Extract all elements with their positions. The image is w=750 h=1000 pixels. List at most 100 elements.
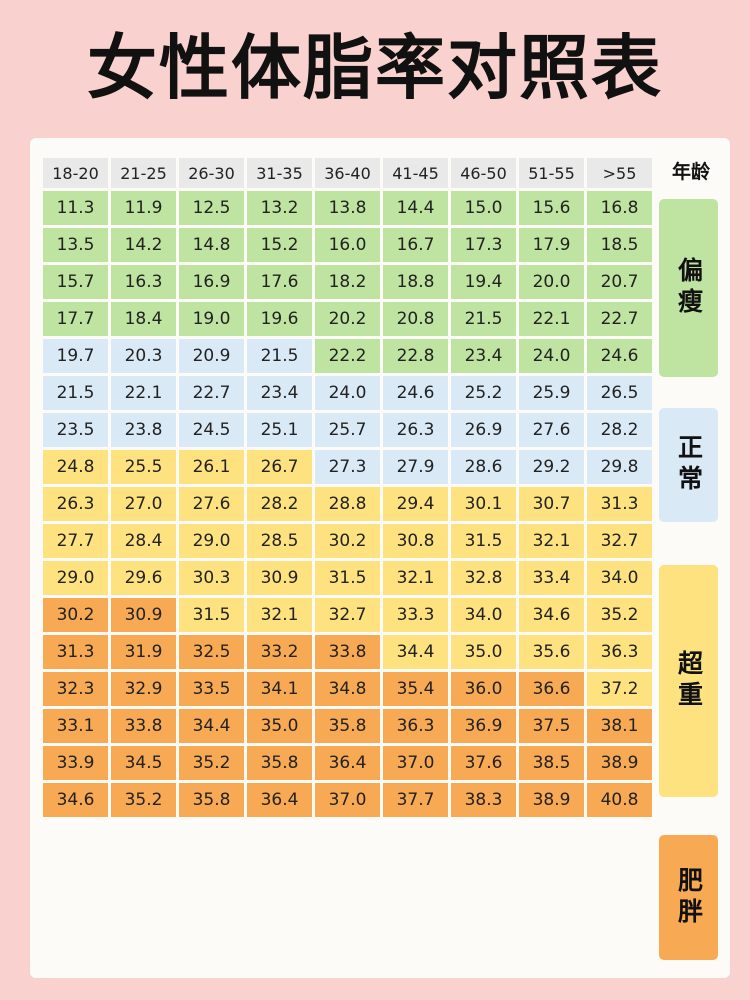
- body-fat-cell: 21.5: [451, 302, 516, 336]
- body-fat-cell: 37.2: [587, 672, 652, 706]
- body-fat-cell: 16.3: [111, 265, 176, 299]
- body-fat-cell: 18.8: [383, 265, 448, 299]
- body-fat-cell: 20.9: [179, 339, 244, 373]
- age-group-header: 31-35: [247, 158, 312, 188]
- age-group-header: 21-25: [111, 158, 176, 188]
- body-fat-cell: 25.5: [111, 450, 176, 484]
- body-fat-cell: 35.8: [179, 783, 244, 817]
- body-fat-cell: 30.8: [383, 524, 448, 558]
- body-fat-cell: 38.3: [451, 783, 516, 817]
- body-fat-cell: 33.5: [179, 672, 244, 706]
- body-fat-cell: 23.5: [43, 413, 108, 447]
- body-fat-cell: 34.5: [111, 746, 176, 780]
- body-fat-cell: 22.7: [587, 302, 652, 336]
- body-fat-cell: 33.8: [315, 635, 380, 669]
- body-fat-cell: 29.4: [383, 487, 448, 521]
- body-fat-cell: 27.0: [111, 487, 176, 521]
- body-fat-cell: 18.4: [111, 302, 176, 336]
- body-fat-cell: 33.1: [43, 709, 108, 743]
- body-fat-cell: 35.2: [179, 746, 244, 780]
- body-fat-cell: 35.6: [519, 635, 584, 669]
- body-fat-cell: 16.0: [315, 228, 380, 262]
- table-row: 11.3 11.9 12.5 13.2 13.8 14.4 15.0 15.6 16.8: [43, 191, 652, 225]
- body-fat-cell: 26.3: [383, 413, 448, 447]
- body-fat-cell: 37.5: [519, 709, 584, 743]
- body-fat-cell: 34.6: [519, 598, 584, 632]
- body-fat-cell: 33.9: [43, 746, 108, 780]
- body-fat-cell: 27.6: [179, 487, 244, 521]
- body-fat-cell: 25.7: [315, 413, 380, 447]
- body-fat-cell: 34.4: [383, 635, 448, 669]
- body-fat-cell: 28.6: [451, 450, 516, 484]
- body-fat-cell: 16.9: [179, 265, 244, 299]
- body-fat-cell: 36.3: [587, 635, 652, 669]
- body-fat-cell: 15.6: [519, 191, 584, 225]
- body-fat-cell: 25.1: [247, 413, 312, 447]
- table-row: 23.5 23.8 24.5 25.1 25.7 26.3 26.9 27.6 28.2: [43, 413, 652, 447]
- body-fat-cell: 36.3: [383, 709, 448, 743]
- body-fat-cell: 34.6: [43, 783, 108, 817]
- body-fat-cell: 34.1: [247, 672, 312, 706]
- body-fat-cell: 26.9: [451, 413, 516, 447]
- body-fat-cell: 23.4: [451, 339, 516, 373]
- body-fat-cell: 11.9: [111, 191, 176, 225]
- table-row: 24.8 25.5 26.1 26.7 27.3 27.9 28.6 29.2 29.8: [43, 450, 652, 484]
- age-group-header: 46-50: [451, 158, 516, 188]
- body-fat-cell: 31.5: [451, 524, 516, 558]
- body-fat-cell: 37.0: [383, 746, 448, 780]
- body-fat-cell: 28.5: [247, 524, 312, 558]
- body-fat-cell: 32.1: [519, 524, 584, 558]
- body-fat-cell: 27.6: [519, 413, 584, 447]
- category-obese: 肥胖: [659, 835, 718, 960]
- category-thin: 偏瘦: [659, 199, 718, 377]
- body-fat-cell: 37.7: [383, 783, 448, 817]
- body-fat-cell: 15.7: [43, 265, 108, 299]
- table-row: 33.1 33.8 34.4 35.0 35.8 36.3 36.9 37.5 38.1: [43, 709, 652, 743]
- body-fat-cell: 28.4: [111, 524, 176, 558]
- table-row: 30.2 30.9 31.5 32.1 32.7 33.3 34.0 34.6 35.2: [43, 598, 652, 632]
- body-fat-cell: 22.2: [315, 339, 380, 373]
- body-fat-cell: 32.7: [587, 524, 652, 558]
- body-fat-cell: 20.2: [315, 302, 380, 336]
- table-row: 13.5 14.2 14.8 15.2 16.0 16.7 17.3 17.9 18.5: [43, 228, 652, 262]
- body-fat-cell: 29.0: [43, 561, 108, 595]
- body-fat-cell: 19.0: [179, 302, 244, 336]
- body-fat-cell: 30.2: [43, 598, 108, 632]
- body-fat-cell: 18.5: [587, 228, 652, 262]
- body-fat-cell: 24.5: [179, 413, 244, 447]
- body-fat-cell: 34.0: [451, 598, 516, 632]
- body-fat-cell: 36.9: [451, 709, 516, 743]
- body-fat-cell: 31.3: [43, 635, 108, 669]
- body-fat-cell: 33.3: [383, 598, 448, 632]
- body-fat-cell: 13.8: [315, 191, 380, 225]
- body-fat-cell: 23.8: [111, 413, 176, 447]
- age-group-header: 26-30: [179, 158, 244, 188]
- body-fat-cell: 30.7: [519, 487, 584, 521]
- table-row: 15.7 16.3 16.9 17.6 18.2 18.8 19.4 20.0 20.7: [43, 265, 652, 299]
- body-fat-cell: 29.8: [587, 450, 652, 484]
- body-fat-cell: 35.0: [451, 635, 516, 669]
- body-fat-cell: 33.2: [247, 635, 312, 669]
- body-fat-cell: 22.8: [383, 339, 448, 373]
- body-fat-cell: 22.1: [519, 302, 584, 336]
- body-fat-cell: 15.2: [247, 228, 312, 262]
- body-fat-cell: 20.7: [587, 265, 652, 299]
- body-fat-cell: 36.6: [519, 672, 584, 706]
- body-fat-cell: 36.0: [451, 672, 516, 706]
- body-fat-cell: 15.0: [451, 191, 516, 225]
- category-normal: 正常: [659, 408, 718, 522]
- body-fat-cell: 32.8: [451, 561, 516, 595]
- table-row: 32.3 32.9 33.5 34.1 34.8 35.4 36.0 36.6 37.2: [43, 672, 652, 706]
- body-fat-cell: 24.0: [315, 376, 380, 410]
- body-fat-cell: 32.3: [43, 672, 108, 706]
- body-fat-table: 18-20 21-25 26-30 31-35 36-40 41-45 46-50 51-55…: [40, 155, 655, 820]
- body-fat-cell: 35.8: [315, 709, 380, 743]
- body-fat-cell: 27.7: [43, 524, 108, 558]
- body-fat-cell: 29.6: [111, 561, 176, 595]
- age-group-header: 41-45: [383, 158, 448, 188]
- body-fat-cell: 36.4: [315, 746, 380, 780]
- body-fat-cell: 24.6: [587, 339, 652, 373]
- body-fat-cell: 11.3: [43, 191, 108, 225]
- body-fat-cell: 17.6: [247, 265, 312, 299]
- age-label: 年龄: [671, 161, 710, 183]
